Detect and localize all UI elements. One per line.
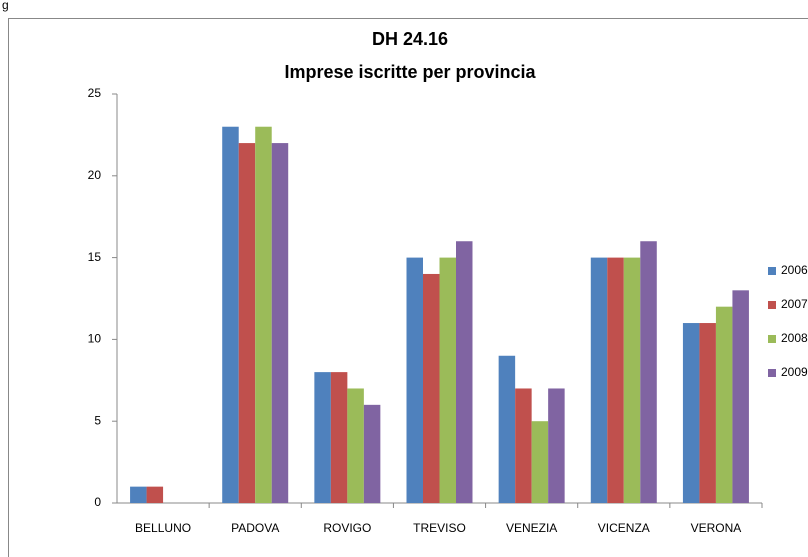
bar [548,388,565,503]
bar [255,126,272,503]
y-tick-label: 20 [88,168,102,182]
bar [715,306,733,503]
bar [531,421,549,503]
bar [222,126,239,503]
y-tick-label: 5 [94,413,101,427]
bar [498,355,516,503]
bar [590,257,608,503]
x-tick-label: VERONA [691,521,742,535]
x-tick-label: VICENZA [598,521,650,535]
bar [699,323,716,503]
bar [347,388,364,503]
bar [623,257,641,503]
bar [130,486,147,503]
bar [363,404,381,503]
y-tick-label: 10 [88,332,102,346]
bar [146,486,164,503]
bar [515,388,532,503]
legend-label: 2008 [781,331,808,345]
bar [456,241,473,504]
bar [423,273,440,503]
y-tick-label: 25 [88,86,102,100]
bar [732,290,749,503]
bar [439,257,456,503]
x-tick-label: VENEZIA [506,521,557,535]
bar [314,372,331,503]
bar [330,372,348,503]
chart-subtitle: Imprese iscritte per provincia [284,62,536,82]
legend-swatch [768,369,776,377]
legend-swatch [768,335,776,343]
y-tick-label: 0 [94,495,101,509]
x-tick-label: BELLUNO [135,521,191,535]
x-tick-label: PADOVA [231,521,279,535]
legend-label: 2006 [781,263,808,277]
legend-label: 2009 [781,365,808,379]
bar [607,257,624,503]
legend-swatch [768,301,776,309]
legend-label: 2007 [781,297,808,311]
bar [682,323,700,503]
bar [406,257,423,503]
x-tick-label: ROVIGO [323,521,371,535]
bar [271,143,289,503]
bar [238,143,256,503]
bar [640,241,657,504]
x-tick-label: TREVISO [413,521,466,535]
legend-swatch [768,267,776,275]
caption: g [2,0,9,12]
chart-title: DH 24.16 [372,29,448,49]
y-tick-label: 15 [88,250,102,264]
